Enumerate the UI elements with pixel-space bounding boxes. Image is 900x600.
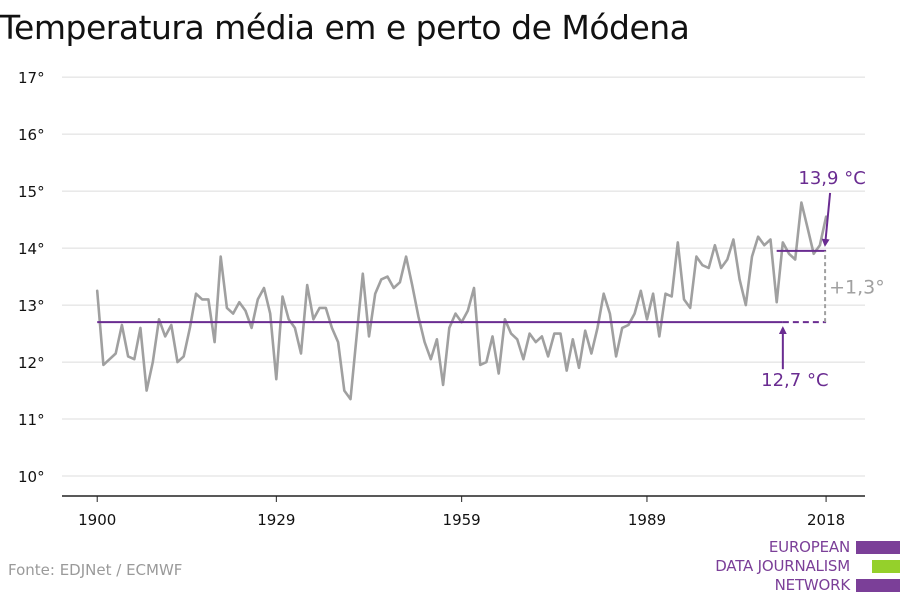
y-tick-label-10: 10° [18, 468, 45, 486]
grid-lines [62, 76, 865, 477]
x-axis: 1900 1929 1959 1989 2018 [62, 495, 865, 529]
chart-title: Temperatura média em e perto de Módena [0, 8, 690, 47]
x-tick-label-1900: 1900 [78, 511, 116, 529]
x-tick-label-2018: 2018 [807, 511, 845, 529]
logo-bar-green [872, 560, 900, 573]
y-tick-label-15: 15° [18, 183, 45, 201]
temperature-series-line [95, 201, 828, 401]
difference-label: +1,3° [829, 277, 885, 299]
logo-bar-purple-top [856, 541, 900, 554]
edjnet-logo: EUROPEAN DATA JOURNALISM NETWORK [680, 538, 900, 596]
y-axis-tick-labels: 10° 11° 12° 13° 14° 15° 16° 17° [18, 69, 45, 486]
y-tick-label-16: 16° [18, 126, 45, 144]
y-tick-label-13: 13° [18, 297, 45, 315]
baseline-average-label: 12,7 °C [761, 370, 828, 391]
y-tick-label-17: 17° [18, 69, 45, 87]
source-note: Fonte: EDJNet / ECMWF [8, 561, 183, 579]
logo-line-data-journalism: DATA JOURNALISM [715, 557, 850, 575]
x-tick-label-1959: 1959 [443, 511, 481, 529]
recent-average-arrow [821, 192, 832, 247]
y-tick-label-14: 14° [18, 240, 45, 258]
recent-average-label: 13,9 °C [798, 168, 865, 189]
logo-line-network: NETWORK [774, 576, 851, 594]
x-tick-label-1929: 1929 [257, 511, 295, 529]
series-layer [95, 201, 828, 401]
y-tick-label-12: 12° [18, 354, 45, 372]
x-tick-label-1989: 1989 [628, 511, 666, 529]
annotations: 12,7 °C 13,9 °C +1,3° [761, 168, 885, 391]
logo-line-european: EUROPEAN [768, 538, 850, 556]
y-tick-label-11: 11° [18, 411, 45, 429]
logo-bar-purple-bottom [856, 579, 900, 592]
